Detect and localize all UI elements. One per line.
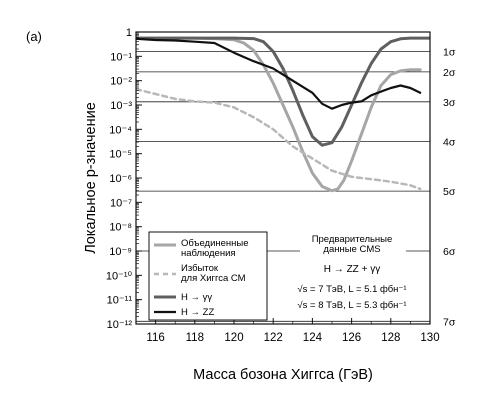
annotation-channels: H → ZZ + γγ: [324, 264, 380, 275]
x-tick-label: 124: [303, 332, 323, 344]
legend-label-expected-2: для Хиггса СМ: [181, 273, 246, 284]
y-axis-label: Локальное p-значение: [83, 102, 99, 254]
x-axis-label: Масса бозона Хиггса (ГэВ): [193, 367, 373, 383]
x-tick-label: 122: [264, 332, 283, 344]
legend-label-gg: H → γγ: [181, 292, 212, 303]
y-tick-label: 10⁻²: [110, 76, 132, 88]
series-line-4: [136, 37, 422, 110]
sigma-label-5: 5σ: [443, 186, 456, 198]
annotation-run-1: √s = 7 ТэВ, L = 5.1 фбн⁻¹: [297, 284, 406, 295]
sigma-label-4: 4σ: [443, 137, 456, 149]
x-axis-ticks: 116 118 120 122 124 126 128 130: [135, 318, 440, 344]
annotation-run-2: √s = 8 ТэВ, L = 5.3 фбн⁻¹: [297, 300, 406, 311]
series-line-3: [136, 36, 430, 147]
legend-label-combined-1: Объединенные: [181, 238, 249, 249]
annotation-line-1: Предварительные: [312, 234, 393, 245]
x-tick-label: 126: [342, 332, 361, 344]
y-tick-label: 10⁻¹⁰: [106, 270, 133, 282]
sigma-label-2: 2σ: [443, 67, 456, 79]
legend-box: [148, 231, 268, 321]
sigma-label-1: 1σ: [443, 46, 456, 58]
y-tick-label: 10⁻⁸: [109, 222, 132, 234]
y-tick-label: 10⁻¹²: [107, 319, 133, 331]
y-tick-label: 10⁻¹: [110, 51, 132, 63]
sigma-label-7: 7σ: [443, 316, 456, 328]
y-tick-label: 10⁻⁴: [109, 124, 132, 136]
x-tick-label: 118: [186, 332, 204, 344]
legend-label-expected-1: Избыток: [181, 263, 219, 274]
legend-label-zz: H → ZZ: [181, 307, 214, 318]
panel-label: (a): [26, 29, 42, 44]
legend-label-combined-2: наблюдения: [181, 248, 236, 259]
y-tick-label: 1: [126, 27, 132, 39]
y-tick-label: 10⁻⁶: [109, 173, 132, 185]
sigma-label-6: 6σ: [443, 246, 456, 258]
series-line-2: [136, 87, 422, 191]
legend: Объединенные наблюдения Избыток для Хигг…: [148, 231, 268, 321]
y-tick-label: 10⁻⁹: [109, 246, 132, 258]
y-tick-label: 10⁻⁵: [109, 149, 132, 161]
x-tick-label: 116: [146, 332, 164, 344]
annotation-line-2: данные CMS: [323, 244, 380, 255]
y-tick-label: 10⁻³: [110, 100, 132, 112]
y-axis-ticks: 1 10⁻¹ 10⁻² 10⁻³ 10⁻⁴ 10⁻⁵ 10⁻⁶ 10⁻⁷ 10⁻⁸ 10⁻⁹ 10⁻…: [106, 27, 142, 331]
series-lines: [136, 36, 430, 193]
y-tick-label: 10⁻⁷: [110, 197, 132, 209]
x-tick-label: 128: [381, 332, 400, 344]
sigma-labels: 1σ 2σ 3σ 4σ 5σ 6σ 7σ: [443, 46, 456, 328]
x-tick-label: 130: [420, 332, 439, 344]
sigma-label-3: 3σ: [443, 97, 456, 109]
cms-annotation: Предварительные данные CMS H → ZZ + γγ √…: [280, 233, 426, 314]
x-tick-label: 120: [224, 332, 243, 344]
y-tick-label: 10⁻¹¹: [107, 295, 133, 307]
